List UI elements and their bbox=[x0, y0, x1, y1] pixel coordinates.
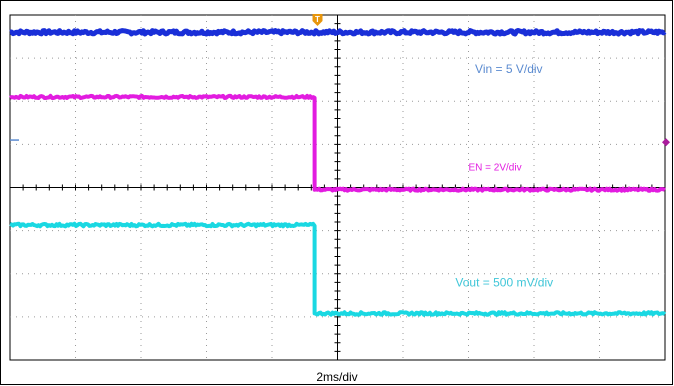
series-trace-1 bbox=[9, 28, 667, 37]
series-trace-2 bbox=[9, 93, 666, 193]
trigger-marker-label: T bbox=[315, 15, 320, 24]
trigger-marker-icon bbox=[312, 14, 323, 26]
x-axis-label: 2ms/div bbox=[316, 370, 358, 384]
series-label-1: Vin = 5 V/div bbox=[475, 62, 543, 76]
channel-level-marker-icon bbox=[662, 138, 670, 147]
series-label-3: Vout = 500 mV/div bbox=[455, 276, 553, 290]
series-label-2: EN = 2V/div bbox=[469, 162, 522, 173]
series-trace-3 bbox=[9, 221, 667, 317]
